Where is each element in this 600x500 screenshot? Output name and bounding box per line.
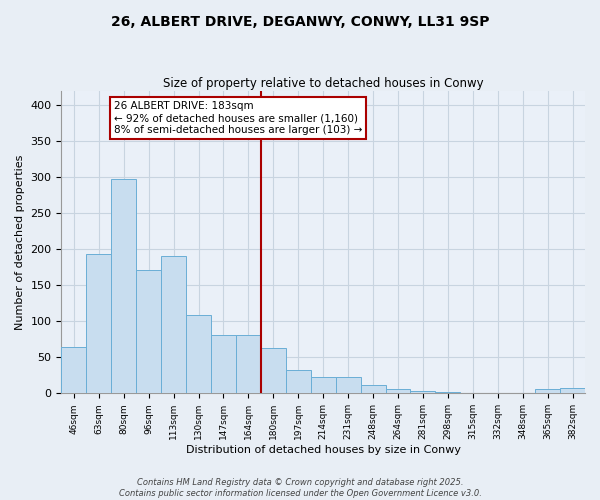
Bar: [436, 392, 460, 394]
Bar: [286, 370, 311, 394]
Text: 26, ALBERT DRIVE, DEGANWY, CONWY, LL31 9SP: 26, ALBERT DRIVE, DEGANWY, CONWY, LL31 9…: [111, 15, 489, 29]
Bar: [311, 377, 335, 394]
Y-axis label: Number of detached properties: Number of detached properties: [15, 154, 25, 330]
Title: Size of property relative to detached houses in Conwy: Size of property relative to detached ho…: [163, 76, 484, 90]
Bar: [86, 254, 111, 394]
Bar: [136, 270, 161, 394]
X-axis label: Distribution of detached houses by size in Conwy: Distribution of detached houses by size …: [186, 445, 461, 455]
Bar: [261, 348, 286, 394]
Text: Contains HM Land Registry data © Crown copyright and database right 2025.
Contai: Contains HM Land Registry data © Crown c…: [119, 478, 481, 498]
Bar: [186, 315, 211, 394]
Bar: [410, 391, 436, 394]
Bar: [535, 389, 560, 394]
Bar: [61, 346, 86, 394]
Bar: [460, 392, 485, 394]
Bar: [485, 392, 510, 394]
Bar: [510, 392, 535, 394]
Bar: [560, 388, 585, 394]
Bar: [161, 256, 186, 394]
Bar: [236, 335, 261, 394]
Bar: [361, 386, 386, 394]
Text: 26 ALBERT DRIVE: 183sqm
← 92% of detached houses are smaller (1,160)
8% of semi-: 26 ALBERT DRIVE: 183sqm ← 92% of detache…: [114, 102, 362, 134]
Bar: [335, 378, 361, 394]
Bar: [111, 178, 136, 394]
Bar: [386, 389, 410, 394]
Bar: [211, 335, 236, 394]
